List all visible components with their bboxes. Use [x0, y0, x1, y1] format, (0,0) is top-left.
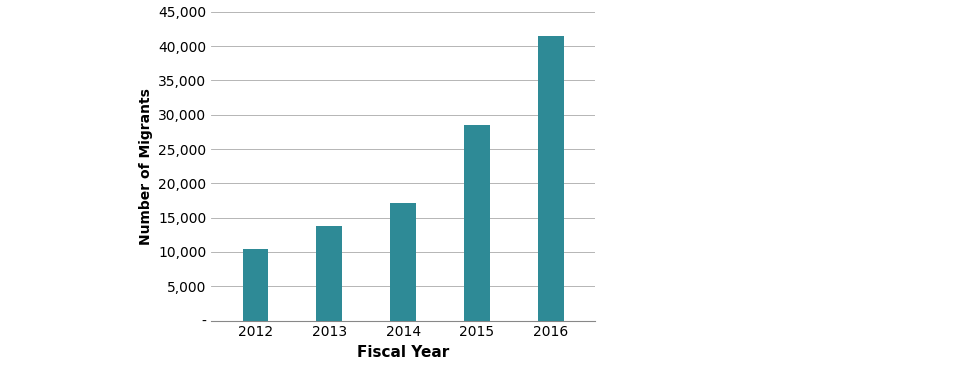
- Bar: [464, 125, 490, 321]
- X-axis label: Fiscal Year: Fiscal Year: [357, 345, 449, 360]
- Bar: [317, 226, 343, 321]
- Bar: [391, 203, 416, 321]
- Y-axis label: Number of Migrants: Number of Migrants: [138, 88, 153, 245]
- Bar: [538, 36, 564, 321]
- Bar: [243, 249, 269, 321]
